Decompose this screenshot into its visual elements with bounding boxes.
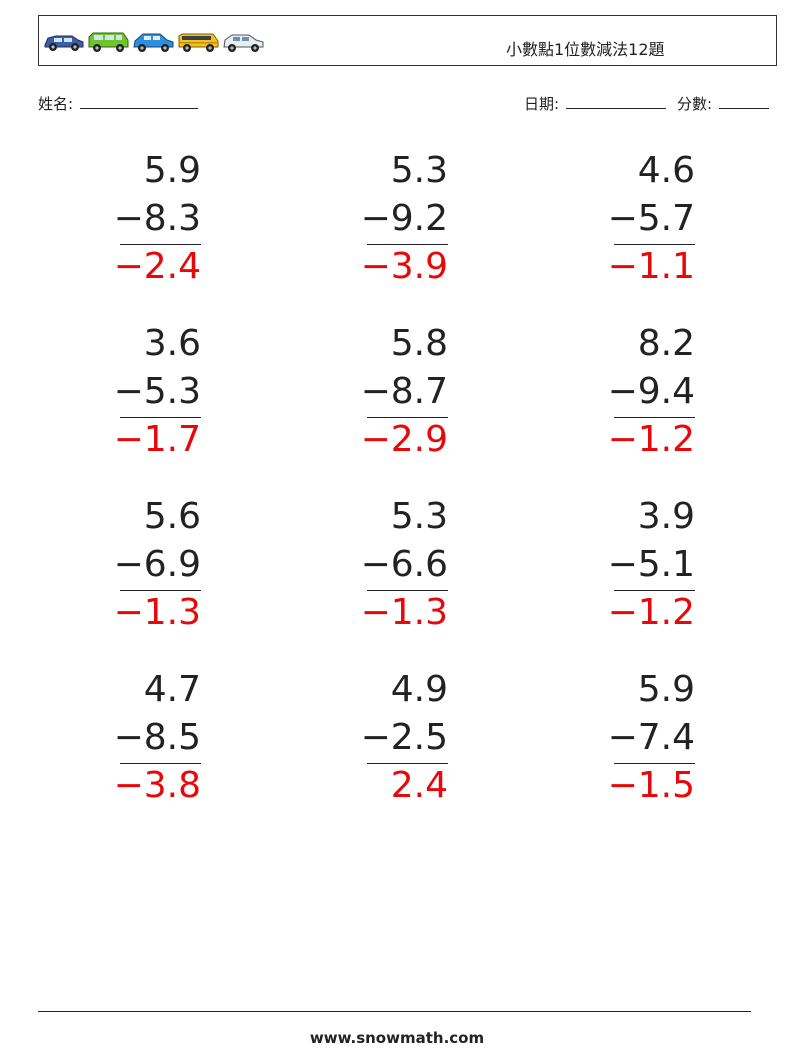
worksheet-title: 小數點1位數減法12題 — [506, 40, 665, 59]
answer-rule — [614, 590, 695, 591]
answer: −1.3 — [360, 592, 448, 633]
subtrahend: −6.9 — [113, 544, 201, 585]
subtrahend: −8.3 — [113, 198, 201, 239]
answer-rule — [614, 763, 695, 764]
score-blank-line — [718, 107, 769, 109]
yellow-minibus-icon — [178, 33, 219, 52]
subtrahend: −5.1 — [607, 544, 695, 585]
date-blank-line — [565, 107, 666, 109]
problem-6: 8.2 −9.4 −1.2 — [605, 320, 695, 464]
minuend: 5.3 — [390, 150, 448, 191]
header-box: 小數點1位數減法12題 — [38, 15, 777, 66]
answer: −1.1 — [607, 246, 695, 287]
subtrahend: −8.5 — [113, 717, 201, 758]
minuend: 4.6 — [637, 150, 695, 191]
subtrahend: −5.3 — [113, 371, 201, 412]
subtrahend: −9.2 — [360, 198, 448, 239]
problem-10: 4.7 −8.5 −3.8 — [111, 666, 201, 810]
subtrahend: −7.4 — [607, 717, 695, 758]
answer-rule — [614, 244, 695, 245]
subtrahend: −2.5 — [360, 717, 448, 758]
problem-8: 5.3 −6.6 −1.3 — [358, 493, 448, 637]
answer: −1.2 — [607, 592, 695, 633]
white-suv-icon — [223, 34, 264, 52]
minuend: 3.9 — [637, 496, 695, 537]
problem-9: 3.9 −5.1 −1.2 — [605, 493, 695, 637]
answer: −3.9 — [360, 246, 448, 287]
car-icons-strip — [42, 28, 265, 54]
score-field: 分數: — [677, 93, 769, 114]
problem-5: 5.8 −8.7 −2.9 — [358, 320, 448, 464]
name-label: 姓名: — [38, 95, 74, 113]
name-field: 姓名: — [38, 93, 198, 114]
answer-rule — [120, 417, 201, 418]
problem-12: 5.9 −7.4 −1.5 — [605, 666, 695, 810]
minuend: 8.2 — [637, 323, 695, 364]
problem-2: 5.3 −9.2 −3.9 — [358, 147, 448, 291]
answer-rule — [120, 763, 201, 764]
answer: −2.4 — [113, 246, 201, 287]
problem-7: 5.6 −6.9 −1.3 — [111, 493, 201, 637]
problem-4: 3.6 −5.3 −1.7 — [111, 320, 201, 464]
answer-rule — [367, 590, 448, 591]
problem-11: 4.9 −2.5 2.4 — [358, 666, 448, 810]
answer-rule — [614, 417, 695, 418]
minuend: 5.3 — [390, 496, 448, 537]
date-field: 日期: — [524, 93, 666, 114]
subtrahend: −5.7 — [607, 198, 695, 239]
minuend: 5.9 — [637, 669, 695, 710]
sedan-car-icon — [44, 35, 84, 51]
score-label: 分數: — [677, 95, 713, 113]
minuend: 3.6 — [143, 323, 201, 364]
answer: −2.9 — [360, 419, 448, 460]
problem-3: 4.6 −5.7 −1.1 — [605, 147, 695, 291]
subtrahend: −8.7 — [360, 371, 448, 412]
minuend: 4.7 — [143, 669, 201, 710]
minuend: 5.9 — [143, 150, 201, 191]
subtrahend: −6.6 — [360, 544, 448, 585]
date-label: 日期: — [524, 95, 560, 113]
answer: −1.7 — [113, 419, 201, 460]
answer: −3.8 — [113, 765, 201, 806]
answer: −1.5 — [607, 765, 695, 806]
answer-rule — [367, 244, 448, 245]
answer-rule — [120, 244, 201, 245]
footer-rule — [38, 1011, 751, 1012]
answer: 2.4 — [390, 765, 448, 806]
blue-hatchback-icon — [133, 33, 174, 52]
problem-1: 5.9 −8.3 −2.4 — [111, 147, 201, 291]
answer-rule — [367, 763, 448, 764]
name-blank-line — [79, 107, 198, 109]
answer: −1.2 — [607, 419, 695, 460]
minuend: 5.8 — [390, 323, 448, 364]
answer-rule — [367, 417, 448, 418]
answer: −1.3 — [113, 592, 201, 633]
footer-site: www.snowmath.com — [309, 1029, 485, 1047]
answer-rule — [120, 590, 201, 591]
green-van-icon — [88, 32, 129, 52]
minuend: 4.9 — [390, 669, 448, 710]
minuend: 5.6 — [143, 496, 201, 537]
subtrahend: −9.4 — [607, 371, 695, 412]
